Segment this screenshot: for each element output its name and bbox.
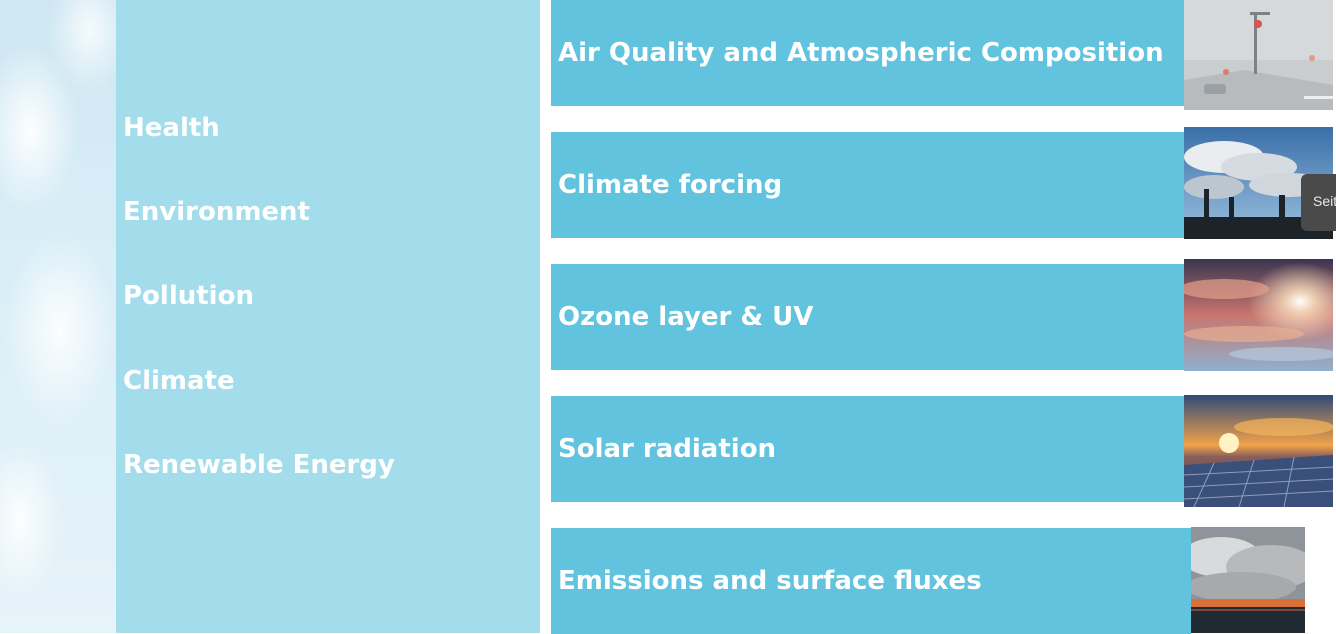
sky-background bbox=[0, 0, 116, 633]
tile-label: Ozone layer & UV bbox=[558, 302, 814, 332]
tile-label: Emissions and surface fluxes bbox=[558, 566, 982, 596]
topic-environment[interactable]: Environment bbox=[123, 197, 310, 227]
tile-solar-radiation[interactable]: Solar radiation bbox=[551, 396, 1184, 502]
tile-label: Solar radiation bbox=[558, 434, 777, 464]
tile-label: Climate forcing bbox=[558, 170, 783, 200]
tile-emissions[interactable]: Emissions and surface fluxes bbox=[551, 528, 1191, 634]
factory-smoke-image[interactable] bbox=[1184, 127, 1333, 239]
solar-panels-image[interactable] bbox=[1184, 395, 1333, 507]
sun-clouds-image[interactable] bbox=[1184, 259, 1333, 371]
foggy-street-image[interactable] bbox=[1184, 0, 1333, 110]
side-tab[interactable]: Seit bbox=[1301, 174, 1336, 231]
topic-climate[interactable]: Climate bbox=[123, 366, 235, 396]
topic-health[interactable]: Health bbox=[123, 113, 220, 143]
tile-climate-forcing[interactable]: Climate forcing bbox=[551, 132, 1184, 238]
wildfire-smoke-image[interactable] bbox=[1191, 527, 1305, 633]
column-divider bbox=[540, 0, 551, 633]
topic-renewable-energy[interactable]: Renewable Energy bbox=[123, 450, 395, 480]
topics-panel: Health Environment Pollution Climate Ren… bbox=[116, 0, 540, 633]
tile-label: Air Quality and Atmospheric Composition bbox=[558, 38, 1164, 68]
side-tab-label: Seit bbox=[1313, 193, 1336, 209]
tile-ozone-layer[interactable]: Ozone layer & UV bbox=[551, 264, 1184, 370]
topic-pollution[interactable]: Pollution bbox=[123, 281, 254, 311]
tile-air-quality[interactable]: Air Quality and Atmospheric Composition bbox=[551, 0, 1184, 106]
